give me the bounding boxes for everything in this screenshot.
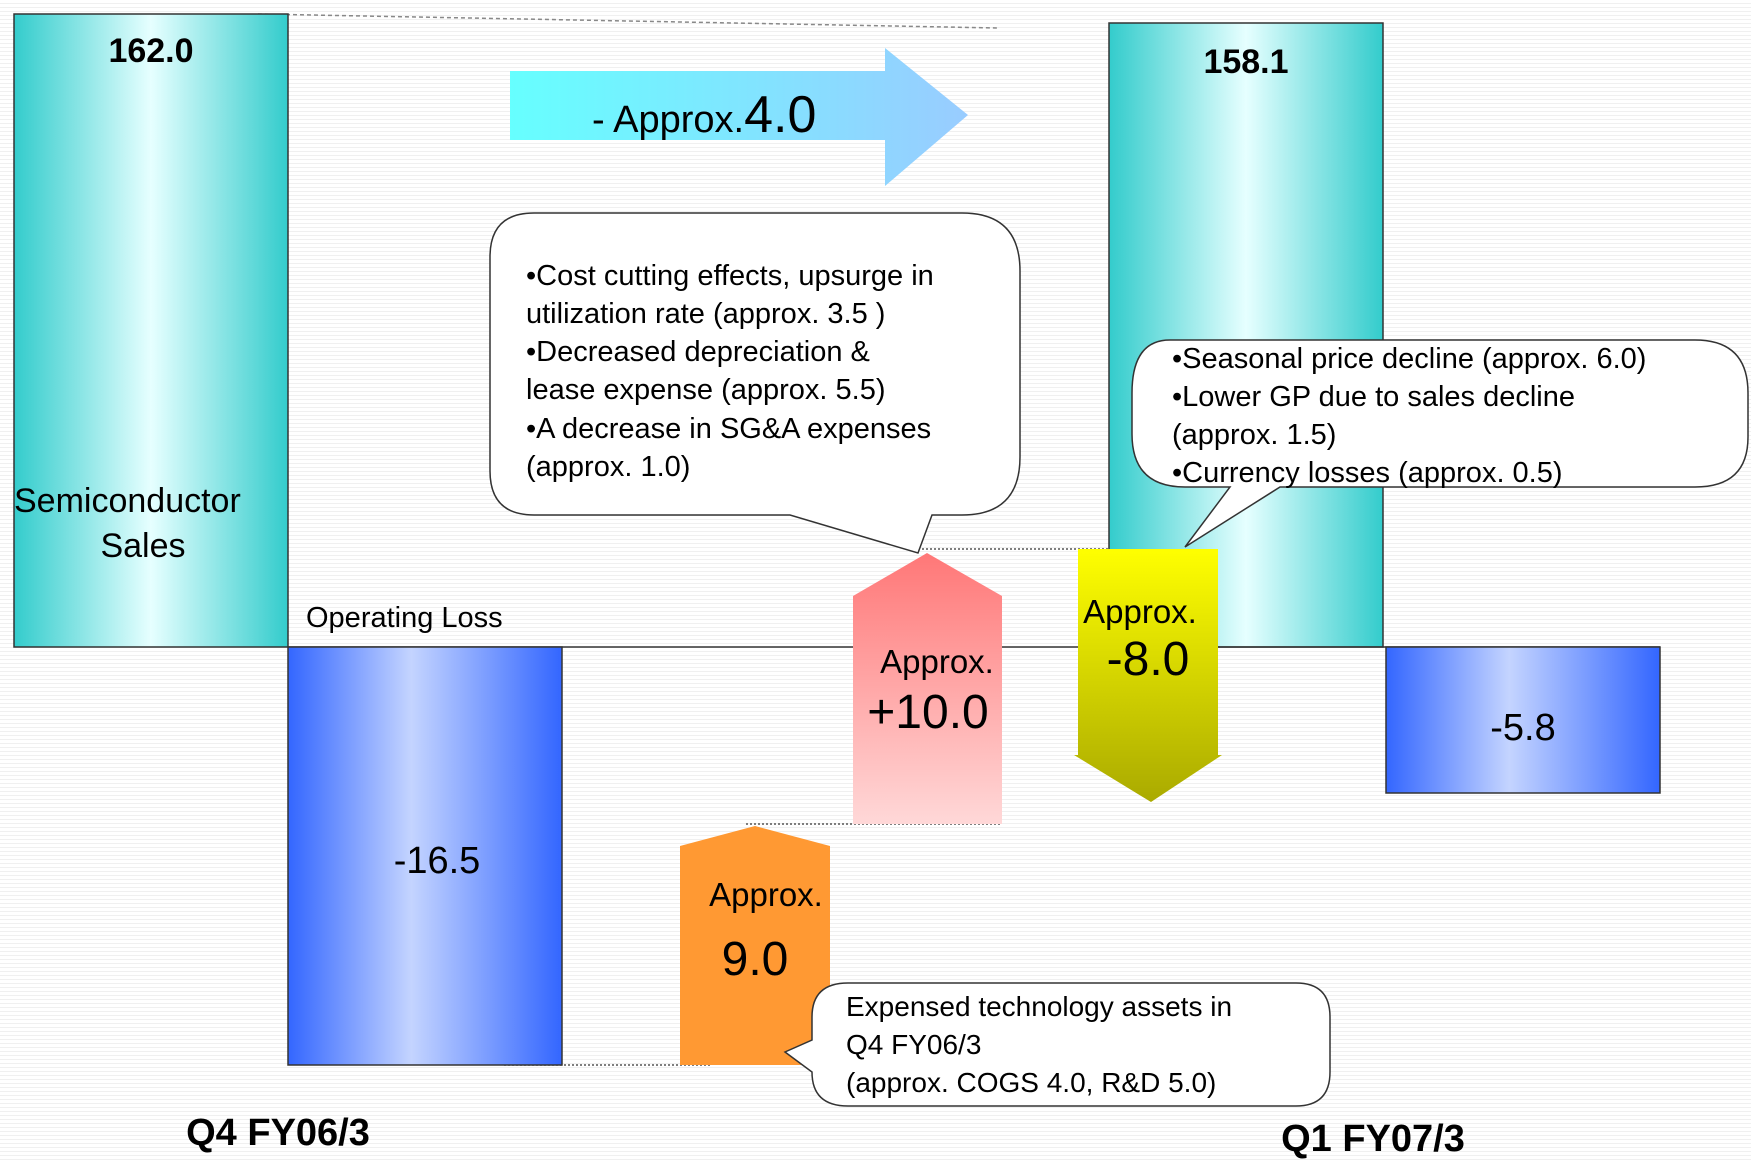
- callout-cost-line-2: utilization rate (approx. 3.5 ): [526, 298, 885, 330]
- callout-tech-line-2: Q4 FY06/3: [846, 1029, 981, 1060]
- callout-cost-bubble: [489, 212, 1021, 554]
- change-arrow-label: - Approx.4.0: [592, 86, 816, 144]
- callout-price-line-4: •Currency losses (approx. 0.5): [1172, 457, 1563, 489]
- callout-tech-bubble: [783, 982, 1331, 1107]
- callout-cost-line-3: •Decreased depreciation &: [526, 336, 870, 368]
- step-10-value: +10.0: [867, 686, 988, 739]
- step-arrow-10: [853, 553, 1002, 824]
- sales-label-q4: 162.0: [108, 32, 193, 70]
- x-label-q1: Q1 FY07/3: [1281, 1118, 1465, 1160]
- step-minus-8-label: Approx.: [1083, 593, 1197, 630]
- loss-label-q4: -16.5: [394, 840, 481, 882]
- sales-name-line-1: Semiconductor: [14, 482, 241, 520]
- change-prefix: - Approx.: [592, 99, 744, 141]
- change-arrow: [510, 48, 968, 186]
- step-10-label: Approx.: [880, 643, 994, 680]
- callout-cost-line-4: lease expense (approx. 5.5): [526, 374, 886, 406]
- step-9-value: 9.0: [722, 933, 789, 986]
- loss-name-label: Operating Loss: [306, 602, 503, 634]
- loss-bar-q4: [287, 646, 563, 1066]
- change-value: 4.0: [744, 86, 816, 144]
- connector-sales: [257, 13, 999, 29]
- sales-bar-q1: [1108, 22, 1384, 648]
- step-arrow-9: [680, 826, 830, 1065]
- loss-bar-q1: [1385, 646, 1661, 794]
- callout-price-bubble: [1131, 339, 1749, 548]
- step-minus-8-value: -8.0: [1107, 633, 1190, 686]
- callout-cost-line-6: (approx. 1.0): [526, 451, 690, 483]
- callout-cost-line-5: •A decrease in SG&A expenses: [526, 413, 931, 445]
- sales-label-q1: 158.1: [1203, 43, 1288, 81]
- sales-bar-q4: [13, 13, 289, 648]
- x-label-q4: Q4 FY06/3: [186, 1112, 370, 1154]
- callout-tech-line-1: Expensed technology assets in: [846, 991, 1232, 1022]
- callout-price-line-3: (approx. 1.5): [1172, 419, 1336, 451]
- loss-label-q1: -5.8: [1490, 707, 1555, 749]
- callout-price-line-1: •Seasonal price decline (approx. 6.0): [1172, 343, 1646, 375]
- sales-name-line-2: Sales: [100, 527, 185, 565]
- callout-tech-line-3: (approx. COGS 4.0, R&D 5.0): [846, 1067, 1216, 1098]
- callout-price-line-2: •Lower GP due to sales decline: [1172, 381, 1575, 413]
- callout-cost-line-1: •Cost cutting effects, upsurge in: [526, 260, 934, 292]
- step-arrow-minus-8: [1074, 549, 1222, 802]
- step-9-label: Approx.: [709, 876, 823, 913]
